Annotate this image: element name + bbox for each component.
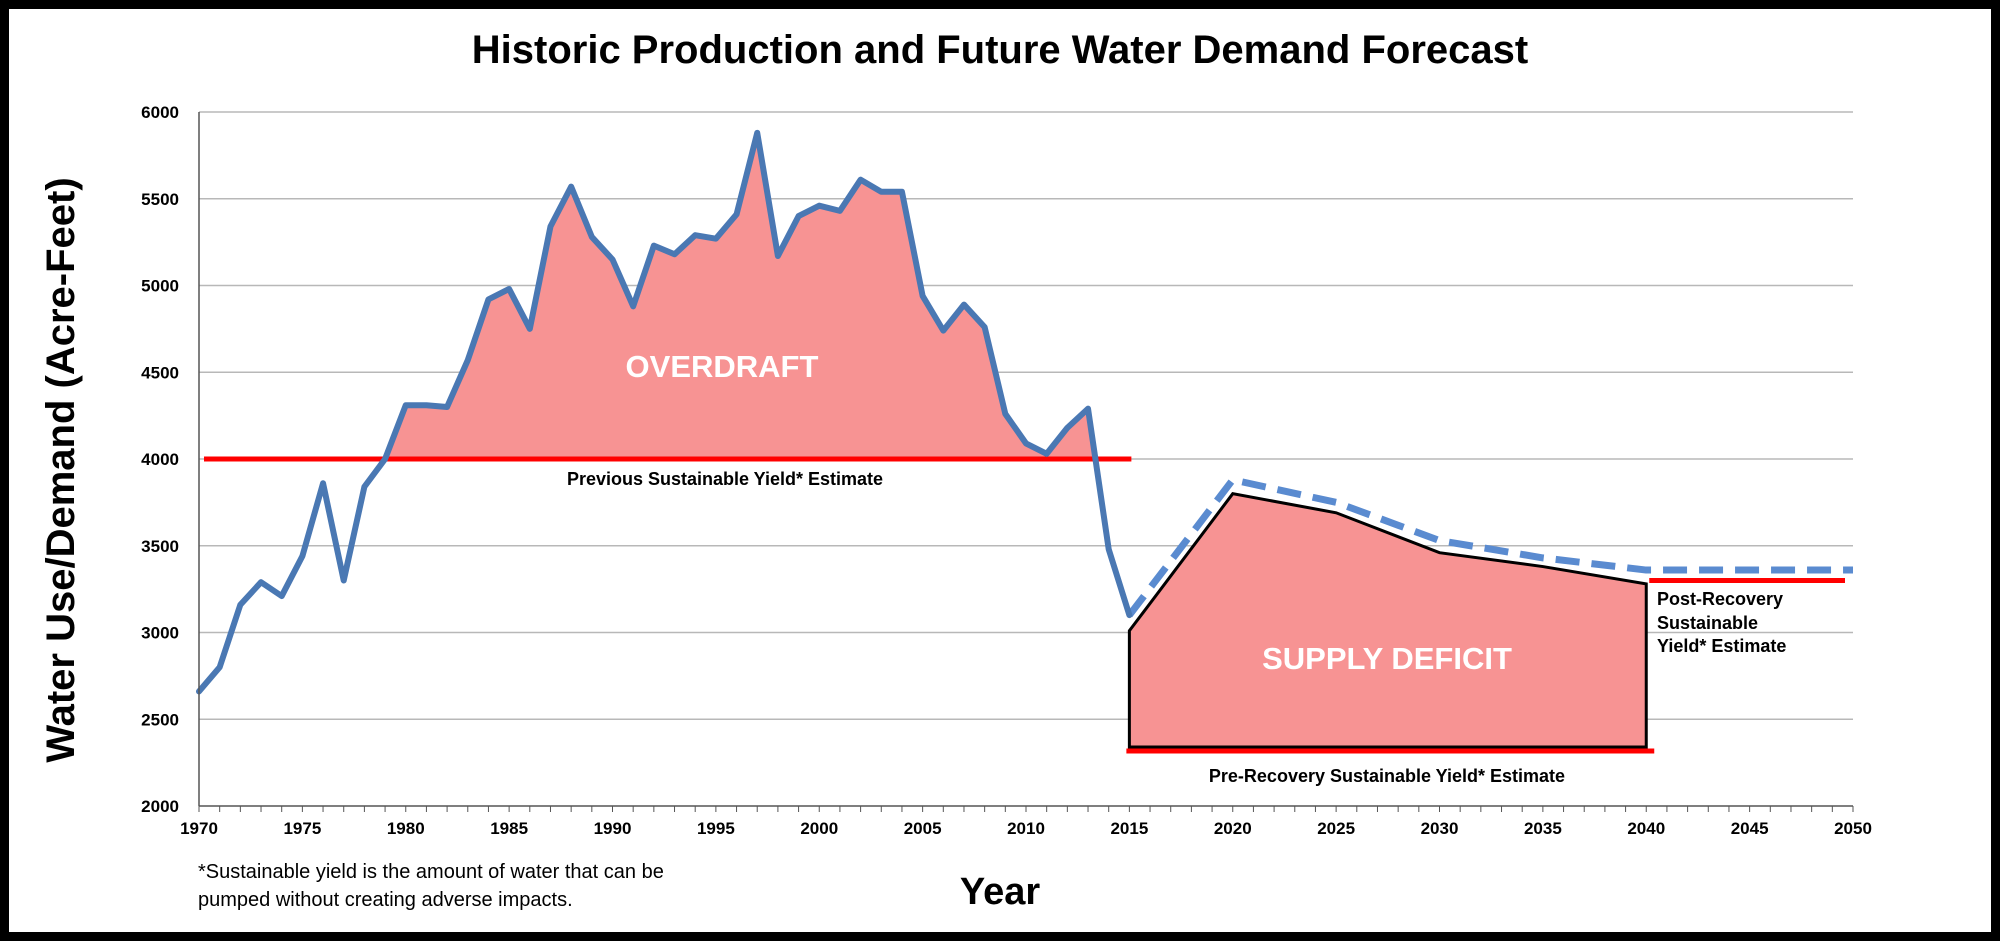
x-tick-label-1970: 1970 [180,819,218,838]
y-tick-label-4000: 4000 [141,450,179,469]
pre-recovery-yield-label: Pre-Recovery Sustainable Yield* Estimate [1209,766,1565,786]
y-tick-label-2000: 2000 [141,797,179,816]
y-axis-label: Water Use/Demand (Acre-Feet) [39,177,83,762]
post-recovery-label-line2: Sustainable [1657,613,1758,633]
previous-yield-label: Previous Sustainable Yield* Estimate [567,469,883,489]
post-recovery-label-line1: Post-Recovery [1657,589,1783,609]
x-tick-label-1985: 1985 [490,819,528,838]
x-tick-labels: 1970 1975 1980 1985 1990 1995 2000 2005 2010 2015… [180,819,1872,838]
y-tick-label-6000: 6000 [141,103,179,122]
y-tick-label-5500: 5500 [141,190,179,209]
x-tick-label-1980: 1980 [387,819,425,838]
axes [198,112,1854,812]
x-tick-label-2020: 2020 [1214,819,1252,838]
x-tick-label-2030: 2030 [1421,819,1459,838]
x-tick-label-2035: 2035 [1524,819,1562,838]
x-tick-label-2040: 2040 [1627,819,1665,838]
chart-panel [9,9,1991,932]
y-tick-label-4500: 4500 [141,363,179,382]
x-tick-label-2000: 2000 [800,819,838,838]
supply-deficit-area [1127,492,1648,749]
x-tick-label-1990: 1990 [594,819,632,838]
x-tick-label-2015: 2015 [1110,819,1148,838]
x-tick-label-1975: 1975 [283,819,321,838]
x-tick-label-2005: 2005 [904,819,942,838]
x-tick-label-2010: 2010 [1007,819,1045,838]
x-tick-label-1995: 1995 [697,819,735,838]
historic-production-line [196,129,1133,695]
x-tick-label-2050: 2050 [1834,819,1872,838]
x-axis-label: Year [960,871,1041,913]
y-tick-label-5000: 5000 [141,277,179,296]
post-recovery-label-line3: Yield* Estimate [1657,636,1786,656]
footnote-line2: pumped without creating adverse impacts. [198,889,573,911]
x-tick-label-2045: 2045 [1731,819,1769,838]
yield-lines [204,456,1845,754]
supply-deficit-label: SUPPLY DEFICIT [1262,641,1512,676]
y-tick-label-2500: 2500 [141,710,179,729]
footnote-line1: *Sustainable yield is the amount of wate… [198,861,664,883]
series-lines [196,129,1853,695]
overdraft-label: OVERDRAFT [626,349,819,384]
x-tick-label-2025: 2025 [1317,819,1355,838]
forecast-line [1126,476,1853,618]
y-tick-label-3500: 3500 [141,537,179,556]
overdraft-area-0 [385,132,1096,459]
y-tick-labels: 2000 2500 3000 3500 4000 4500 5000 5500 6000 [141,103,179,816]
area-fills [385,132,1648,749]
chart-title: Historic Production and Future Water Dem… [472,28,1528,72]
y-tick-label-3000: 3000 [141,624,179,643]
